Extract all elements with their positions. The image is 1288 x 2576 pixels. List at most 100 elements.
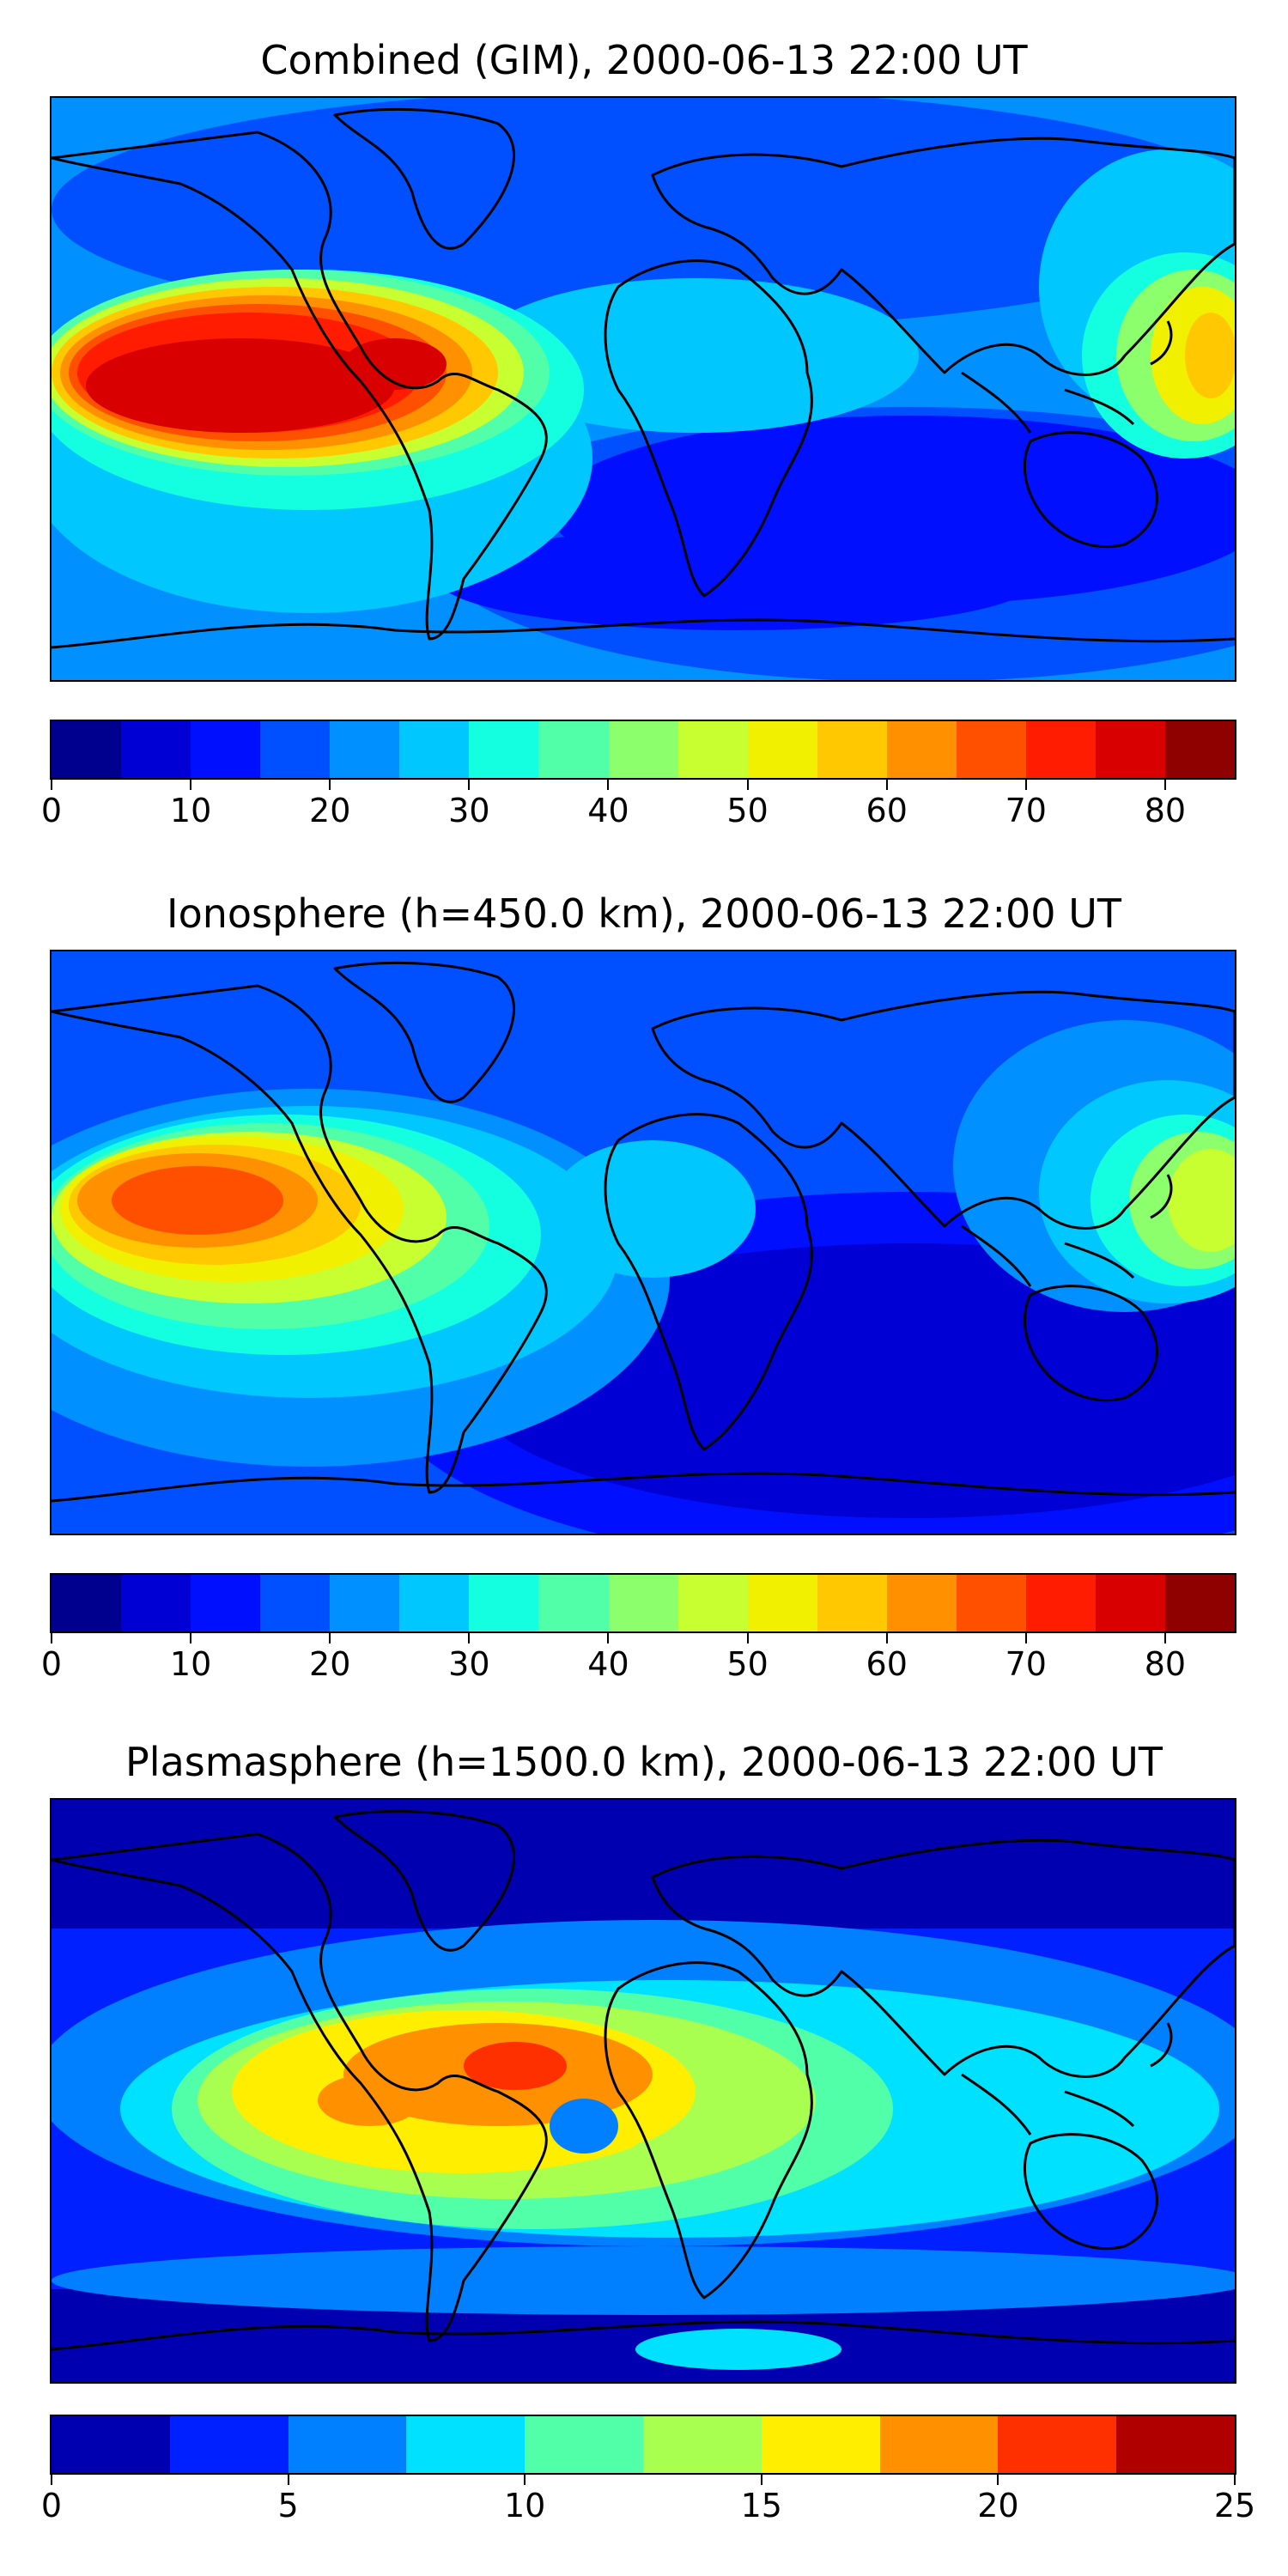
colorbar-segment (1165, 721, 1236, 778)
colorbar-tick-label: 70 (1005, 792, 1047, 829)
colorbar-segment (747, 721, 817, 778)
colorbar-segment (288, 2416, 407, 2473)
map-combined-field (52, 98, 1235, 680)
colorbar-segment (608, 721, 678, 778)
colorbar-tick-mark (51, 780, 52, 790)
colorbar-tick-mark (524, 2475, 526, 2485)
colorbar-segment (538, 1575, 609, 1631)
colorbar-tick-label: 10 (504, 2487, 546, 2524)
map-ionosphere (50, 950, 1236, 1535)
colorbar-tick-label: 0 (40, 2487, 63, 2524)
colorbar-tick-label: 0 (40, 792, 63, 829)
colorbar-tick-label: 0 (40, 1645, 63, 1683)
colorbar-segment (191, 721, 261, 778)
colorbar-tick-label: 80 (1144, 1645, 1187, 1683)
panel-title-combined: Combined (GIM), 2000-06-13 22:00 UT (260, 37, 1028, 83)
colorbar-tick-mark (760, 2475, 762, 2485)
colorbar-segment (817, 721, 887, 778)
colorbar-segment (886, 721, 957, 778)
colorbar-tick-mark (607, 1633, 610, 1643)
colorbar-segment (879, 2416, 999, 2473)
map-ionosphere-field (52, 951, 1235, 1534)
colorbar-segment (260, 721, 331, 778)
colorbar-segment (1116, 2416, 1235, 2473)
colorbar-tick-mark (468, 1633, 471, 1643)
colorbar-segment (52, 1575, 122, 1631)
colorbar-segment (1025, 721, 1096, 778)
colorbar-tick-label: 20 (309, 1645, 351, 1683)
colorbar-segment (1025, 1575, 1096, 1631)
colorbar-tick-label: 40 (587, 792, 629, 829)
colorbar-tick-label: 80 (1144, 792, 1187, 829)
colorbar-segment (406, 2416, 526, 2473)
colorbar-segment (956, 721, 1026, 778)
colorbar-segment (399, 1575, 470, 1631)
colorbar-tick-label: 15 (740, 2487, 782, 2524)
colorbar-tick-mark (190, 780, 192, 790)
colorbar-tick-mark (1024, 780, 1027, 790)
colorbar-tick-mark (329, 1633, 331, 1643)
colorbar-tick-label: 50 (726, 1645, 769, 1683)
colorbar-segment (469, 1575, 539, 1631)
colorbar-tick-label: 40 (587, 1645, 629, 1683)
colorbar-segment (260, 1575, 331, 1631)
colorbar-tick-mark (329, 780, 331, 790)
colorbar-segment (52, 2416, 170, 2473)
colorbar-tick-label: 30 (448, 1645, 490, 1683)
colorbar-segment (525, 2416, 643, 2473)
colorbar-combined (50, 720, 1236, 780)
colorbar-tick-mark (746, 780, 749, 790)
colorbar-segment (1095, 1575, 1165, 1631)
colorbar-segment (121, 1575, 191, 1631)
colorbar-tick-label: 10 (169, 1645, 212, 1683)
map-plasmasphere-field (52, 1800, 1235, 2382)
colorbar-tick-mark (51, 2475, 52, 2485)
map-plasmasphere (50, 1798, 1236, 2384)
colorbar-segment (608, 1575, 678, 1631)
colorbar-segment (956, 1575, 1026, 1631)
colorbar-segment (1165, 1575, 1236, 1631)
colorbar-tick-label: 60 (866, 792, 908, 829)
colorbar-tick-mark (746, 1633, 749, 1643)
colorbar-tick-mark (190, 1633, 192, 1643)
colorbar-tick-mark (885, 780, 888, 790)
colorbar-tick-mark (1024, 1633, 1027, 1643)
colorbar-segment (886, 1575, 957, 1631)
colorbar-segment (817, 1575, 887, 1631)
colorbar-segment (52, 721, 122, 778)
colorbar-tick-label: 25 (1213, 2487, 1256, 2524)
colorbar-segment (169, 2416, 289, 2473)
colorbar-tick-label: 5 (277, 2487, 299, 2524)
colorbar-tick-label: 10 (169, 792, 212, 829)
colorbar-tick-mark (1163, 1633, 1166, 1643)
colorbar-tick-label: 20 (309, 792, 351, 829)
colorbar-segment (761, 2416, 880, 2473)
colorbar-segment (677, 1575, 748, 1631)
colorbar-segment (998, 2416, 1117, 2473)
colorbar-segment (399, 721, 470, 778)
colorbar-tick-label: 70 (1005, 1645, 1047, 1683)
colorbar-segment (330, 1575, 400, 1631)
colorbar-segment (469, 721, 539, 778)
colorbar-plasmasphere (50, 2415, 1236, 2475)
colorbar-segment (191, 1575, 261, 1631)
colorbar-tick-label: 50 (726, 792, 769, 829)
colorbar-segment (1095, 721, 1165, 778)
colorbar-tick-mark (51, 1633, 52, 1643)
colorbar-segment (677, 721, 748, 778)
colorbar-tick-mark (287, 2475, 289, 2485)
colorbar-segment (642, 2416, 762, 2473)
colorbar-segment (121, 721, 191, 778)
colorbar-tick-label: 20 (977, 2487, 1019, 2524)
panel-title-plasmasphere: Plasmasphere (h=1500.0 km), 2000-06-13 2… (125, 1739, 1163, 1785)
colorbar-segment (747, 1575, 817, 1631)
colorbar-tick-mark (997, 2475, 999, 2485)
colorbar-tick-mark (468, 780, 471, 790)
colorbar-segment (330, 721, 400, 778)
colorbar-ionosphere (50, 1573, 1236, 1633)
colorbar-tick-mark (1163, 780, 1166, 790)
colorbar-tick-label: 30 (448, 792, 490, 829)
map-combined (50, 96, 1236, 682)
colorbar-tick-mark (885, 1633, 888, 1643)
colorbar-tick-mark (607, 780, 610, 790)
